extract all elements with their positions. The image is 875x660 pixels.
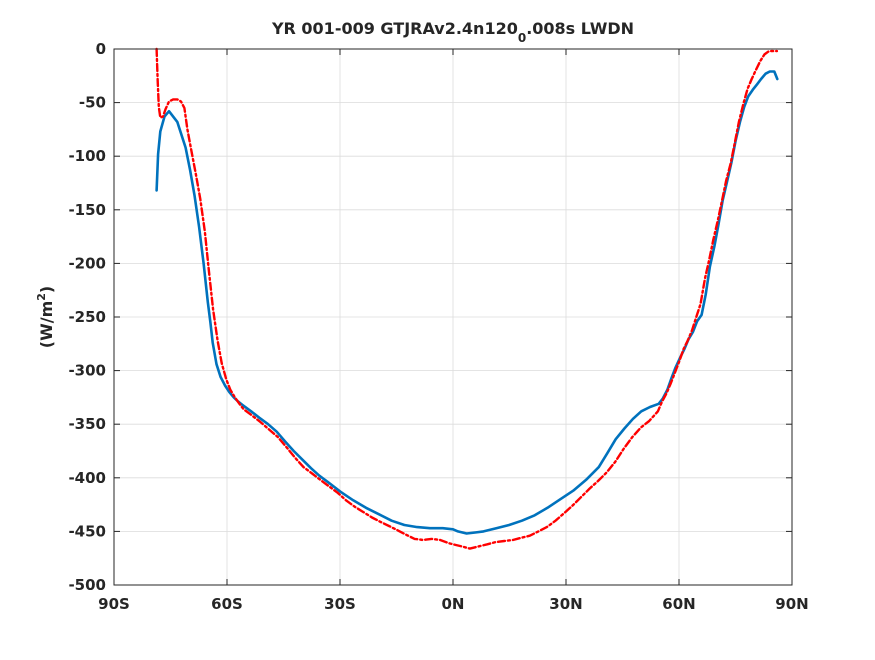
y-axis-label-main: (W/m (37, 301, 56, 348)
x-tick-label: 0N (442, 595, 465, 613)
y-tick-label: -500 (68, 576, 106, 594)
y-tick-label: -300 (68, 362, 106, 380)
series-layer (155, 47, 779, 550)
y-axis-label-sup: 2 (35, 293, 48, 301)
y-tick-label: -450 (68, 522, 106, 540)
y-axis-label-tail: ) (37, 286, 56, 293)
series-line-2 (155, 47, 779, 550)
y-tick-label: -200 (68, 254, 106, 272)
x-tick-label: 60S (211, 595, 243, 613)
x-tick-label: 90N (775, 595, 808, 613)
y-tick-label: 0 (96, 40, 106, 58)
x-tick-label: 30N (549, 595, 582, 613)
x-tick-label: 30S (324, 595, 356, 613)
y-tick-label: -350 (68, 415, 106, 433)
tick-marks (113, 48, 793, 586)
chart-title-tail: .008s LWDN (526, 19, 634, 38)
y-tick-labels: 0 -50 -100 -150 -200 -250 -300 -350 -400 -450 -500 (68, 40, 106, 594)
y-tick-label: -100 (68, 147, 106, 165)
x-tick-label: 90S (98, 595, 130, 613)
chart-title: YR 001-009 GTJRAv2.4n1200.008s LWDN (271, 19, 634, 45)
y-tick-label: -250 (68, 308, 106, 326)
series-line-1 (155, 70, 779, 535)
x-tick-labels: 90S 60S 30S 0N 30N 60N 90N (98, 595, 809, 613)
y-tick-label: -150 (68, 201, 106, 219)
chart-title-subscript: 0 (518, 31, 526, 45)
chart-title-main: YR 001-009 GTJRAv2.4n120 (271, 19, 518, 38)
y-tick-label: -400 (68, 469, 106, 487)
y-axis-label: (W/m2) (35, 286, 56, 348)
y-tick-label: -50 (79, 94, 106, 112)
x-tick-label: 60N (662, 595, 695, 613)
